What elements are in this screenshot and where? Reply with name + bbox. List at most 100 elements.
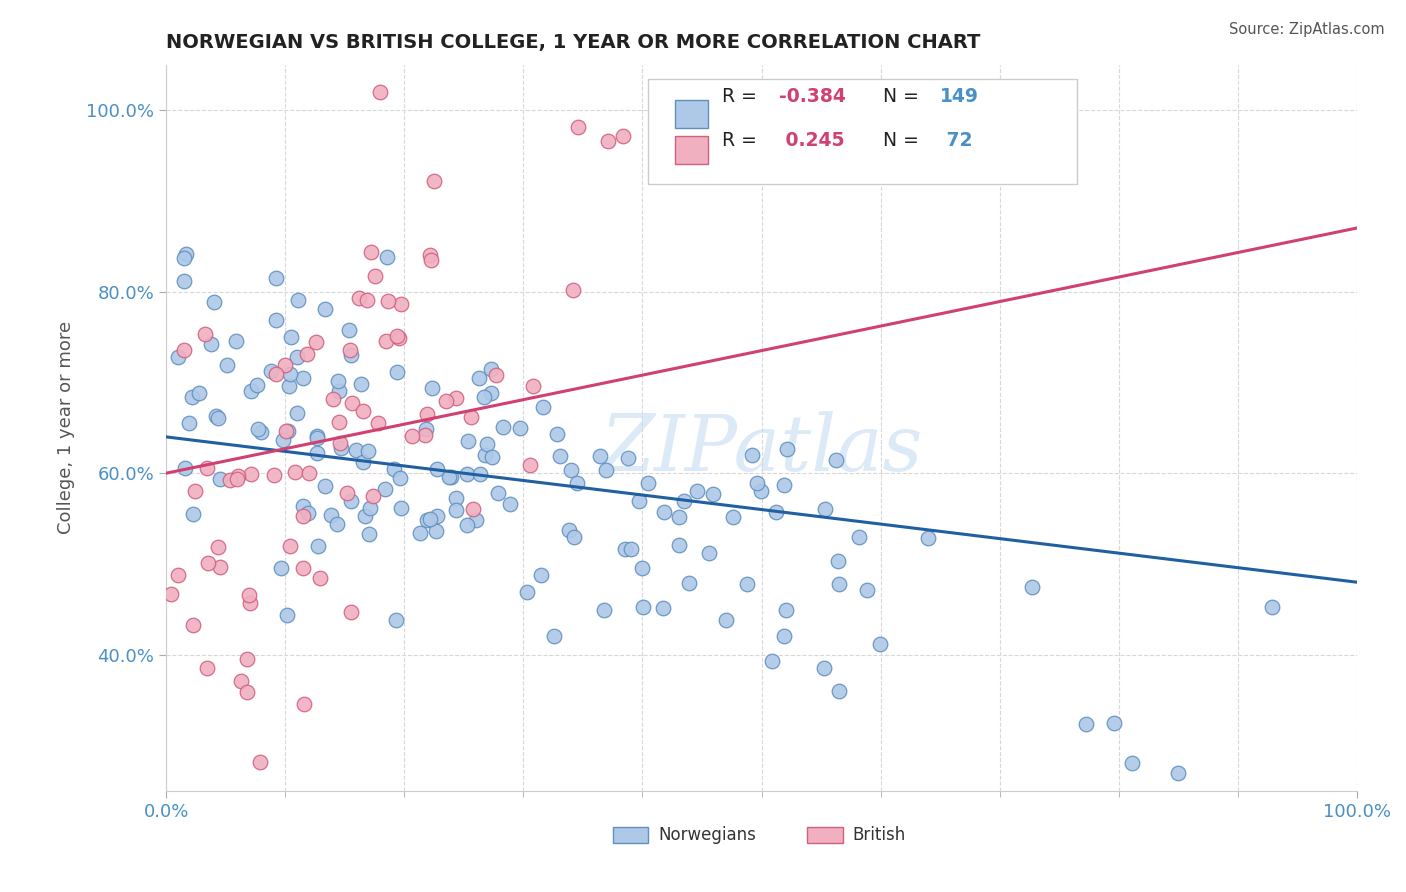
Point — [326, 517, 349, 532]
Point — [167, 350, 190, 364]
Point — [188, 385, 211, 400]
Point — [359, 526, 381, 541]
FancyBboxPatch shape — [807, 828, 842, 844]
Point — [773, 629, 796, 643]
Point — [276, 608, 298, 623]
Point — [595, 463, 617, 477]
Point — [388, 471, 411, 485]
Point — [388, 331, 411, 345]
Point — [280, 539, 302, 553]
Point — [173, 343, 195, 358]
Point — [425, 524, 447, 538]
Point — [714, 614, 737, 628]
Point — [307, 539, 329, 553]
Point — [652, 600, 675, 615]
Point — [824, 453, 846, 467]
Point — [368, 85, 391, 99]
Point — [522, 379, 544, 393]
Text: 0.245: 0.245 — [779, 130, 845, 150]
Point — [516, 585, 538, 599]
Point — [359, 501, 381, 516]
Point — [415, 421, 437, 435]
Point — [207, 411, 229, 425]
Point — [173, 251, 195, 265]
Point — [596, 134, 619, 148]
Point — [440, 470, 463, 484]
Point — [848, 530, 870, 544]
Point — [461, 501, 484, 516]
Point — [423, 174, 446, 188]
Point — [264, 367, 287, 381]
Y-axis label: College, 1 year or more: College, 1 year or more — [58, 321, 75, 534]
Point — [292, 561, 315, 575]
Point — [278, 367, 301, 381]
Point — [352, 454, 374, 468]
Point — [357, 443, 380, 458]
Point — [339, 343, 361, 357]
Point — [456, 518, 478, 533]
Point — [389, 297, 412, 311]
Point — [295, 347, 318, 361]
FancyBboxPatch shape — [675, 136, 709, 164]
Point — [389, 500, 412, 515]
Point — [419, 511, 441, 525]
FancyBboxPatch shape — [648, 79, 1077, 185]
Point — [456, 467, 478, 481]
Point — [328, 415, 350, 429]
Point — [350, 377, 373, 392]
Point — [194, 326, 217, 341]
Point — [305, 446, 328, 460]
Point — [342, 396, 364, 410]
Point — [479, 385, 502, 400]
Point — [856, 583, 879, 598]
Point — [562, 284, 585, 298]
Point — [813, 661, 835, 675]
Point — [416, 514, 439, 528]
Point — [485, 368, 508, 383]
Point — [652, 505, 675, 519]
Point — [697, 546, 720, 560]
Point — [614, 541, 637, 556]
Point — [200, 337, 222, 351]
Point — [619, 542, 641, 557]
Point — [347, 291, 370, 305]
Point — [361, 489, 384, 503]
Point — [631, 599, 654, 614]
Point — [382, 462, 405, 476]
Point — [322, 392, 344, 406]
Point — [765, 505, 787, 519]
Point — [340, 347, 363, 361]
Point — [419, 248, 441, 262]
Point — [444, 503, 467, 517]
Point — [181, 390, 204, 404]
Point — [1074, 716, 1097, 731]
Point — [419, 253, 441, 268]
Point — [385, 365, 408, 379]
Point — [543, 629, 565, 643]
Point — [266, 271, 288, 285]
Text: R =: R = — [723, 87, 763, 106]
Point — [374, 482, 396, 496]
Point — [776, 442, 799, 456]
Point — [814, 502, 837, 516]
Point — [627, 493, 650, 508]
Point — [468, 467, 491, 482]
Point — [225, 334, 247, 348]
Point — [1261, 599, 1284, 614]
Point — [828, 684, 851, 698]
Text: R =: R = — [723, 130, 763, 150]
Point — [207, 540, 229, 554]
Point — [195, 461, 218, 475]
Point — [741, 448, 763, 462]
Point — [472, 390, 495, 404]
Point — [274, 358, 297, 372]
Point — [278, 379, 301, 393]
Point — [263, 468, 285, 483]
Point — [195, 661, 218, 675]
Point — [1104, 715, 1126, 730]
Point — [160, 587, 183, 601]
Point — [277, 424, 299, 438]
Text: British: British — [852, 826, 905, 844]
Point — [668, 510, 690, 524]
Point — [592, 603, 614, 617]
